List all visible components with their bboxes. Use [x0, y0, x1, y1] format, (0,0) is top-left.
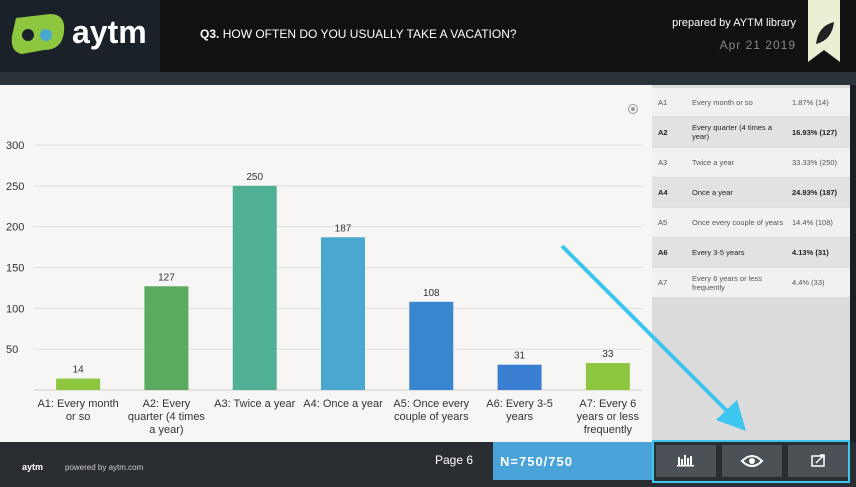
- table-row: A7 Every 6 years or less frequently 4.4% (…: [652, 268, 850, 297]
- highlight-box: [652, 440, 850, 483]
- y-tick-label: 100: [6, 303, 24, 315]
- page-number: Page 6: [435, 453, 474, 467]
- answer-label: Every 3-5 years: [692, 248, 745, 257]
- bar: [497, 364, 542, 390]
- logo-text: aytm: [72, 14, 147, 50]
- answer-label: Every month or so: [692, 97, 753, 107]
- export-icon: [811, 454, 825, 467]
- bar: [321, 237, 365, 390]
- bar: [585, 363, 630, 390]
- export-button[interactable]: [788, 445, 848, 477]
- table-row: A4 Once a year 24.93% (187): [652, 178, 850, 207]
- answer-code: A1: [658, 97, 668, 107]
- answer-label: Every 6 years or less frequently: [692, 273, 763, 292]
- x-tick-label-line: years or less: [577, 411, 640, 423]
- x-tick-label-line: or so: [66, 411, 90, 423]
- answer-share: 4.13% (31): [792, 248, 829, 257]
- x-tick-label: A7: Every 6 years or less frequently: [577, 398, 640, 436]
- question: Q3. HOW OFTEN DO YOU USUALLY TAKE A VACA…: [200, 27, 517, 41]
- answer-label: Once every couple of years: [692, 218, 784, 227]
- logo-area: aytm: [0, 0, 160, 72]
- value-label: 31: [514, 351, 526, 362]
- x-tick-label-line: A1: Every month: [37, 398, 118, 410]
- bar: [409, 301, 454, 390]
- x-tick-label: A3: Twice a year: [214, 398, 295, 410]
- x-tick-label: A5: Once every couple of years: [393, 398, 469, 423]
- answer-label: Once a year: [692, 188, 733, 197]
- value-label: 127: [158, 272, 175, 283]
- y-tick-label: 50: [6, 344, 18, 356]
- answer-code: A2: [658, 127, 668, 137]
- table-row: A1 Every month or so 1.87% (14): [652, 88, 850, 116]
- eye-icon: [740, 455, 764, 467]
- answer-share: 4.4% (33): [792, 278, 825, 287]
- powered-by: powered by aytm.com: [65, 463, 144, 472]
- date: Apr 21 2019: [719, 38, 796, 52]
- x-tick-label-line: A7: Every 6: [579, 398, 636, 410]
- options-icon-dot: [631, 107, 635, 111]
- table-row: A6 Every 3-5 years 4.13% (31): [652, 238, 850, 267]
- x-tick-label: A6: Every 3-5 years: [486, 398, 553, 423]
- divider: [0, 72, 856, 85]
- view-button[interactable]: [722, 445, 782, 477]
- chart: 50 100 150 200 250 300 A1: Every month or so 14 A…: [0, 85, 652, 442]
- x-tick-label-line: a year): [149, 424, 183, 436]
- answer-label: Every quarter (4 times a year): [692, 123, 773, 141]
- x-tick-label-line: A3: Twice a year: [214, 398, 295, 410]
- table-row: A5 Once every couple of years 14.4% (108): [652, 208, 850, 237]
- question-number: Q3.: [200, 27, 220, 41]
- options-icon: [628, 104, 638, 114]
- x-tick-label-line: frequently: [584, 424, 633, 436]
- answer-share: 24.93% (187): [792, 188, 838, 197]
- sample-size: N=750/750: [500, 454, 573, 469]
- y-tick-label: 200: [6, 222, 24, 234]
- x-tick-label-line: couple of years: [394, 411, 469, 423]
- value-label: 14: [73, 365, 85, 376]
- answer-code: A4: [658, 188, 668, 197]
- x-tick-label: A4: Once a year: [303, 398, 383, 410]
- answer-share: 33.33% (250): [792, 158, 838, 167]
- answer-share: 1.87% (14): [792, 97, 829, 107]
- x-tick-label-line: quarter (4 times: [128, 411, 206, 423]
- answer-share: 16.93% (127): [792, 127, 838, 137]
- bar: [56, 378, 101, 390]
- answer-code: A6: [658, 248, 668, 257]
- value-label: 187: [335, 223, 352, 234]
- chart-icon: [677, 455, 694, 467]
- y-tick-label: 300: [6, 140, 24, 152]
- question-text: HOW OFTEN DO YOU USUALLY TAKE A VACATION…: [222, 27, 517, 41]
- x-tick-label-line: A4: Once a year: [303, 398, 383, 410]
- x-tick-label-line: A6: Every 3-5: [486, 398, 553, 410]
- answer-code: A5: [658, 218, 668, 227]
- table-row: A3 Twice a year 33.33% (250): [652, 148, 850, 177]
- bookmark-icon: [808, 0, 840, 62]
- answer-label: Twice a year: [692, 158, 735, 167]
- y-tick-label: 150: [6, 263, 24, 275]
- bar: [144, 286, 189, 390]
- x-tick-label: A1: Every month or so: [37, 398, 118, 423]
- y-tick-label: 250: [6, 181, 24, 193]
- x-tick-label: A2: Every quarter (4 times a year): [128, 398, 206, 436]
- footer-logo: aytm: [22, 462, 44, 472]
- answer-code: A7: [658, 278, 668, 287]
- value-label: 250: [246, 172, 263, 183]
- answer-code: A3: [658, 158, 668, 167]
- chart-button[interactable]: [656, 445, 716, 477]
- sample-box: [493, 442, 652, 480]
- prepared-by: prepared by AYTM library: [672, 17, 796, 29]
- answer-table: A1 Every month or so 1.87% (14) A2 Every qua…: [652, 85, 850, 442]
- bar: [232, 185, 277, 390]
- logo-icon: [11, 14, 65, 54]
- answer-share: 14.4% (108): [792, 218, 833, 227]
- value-label: 33: [602, 349, 614, 360]
- x-tick-label-line: A2: Every: [143, 398, 191, 410]
- x-tick-label-line: A5: Once every: [393, 398, 469, 410]
- value-label: 108: [423, 288, 440, 299]
- table-row: A2 Every quarter (4 times a year) 16.93% (…: [652, 117, 850, 147]
- x-tick-label-line: years: [506, 411, 533, 423]
